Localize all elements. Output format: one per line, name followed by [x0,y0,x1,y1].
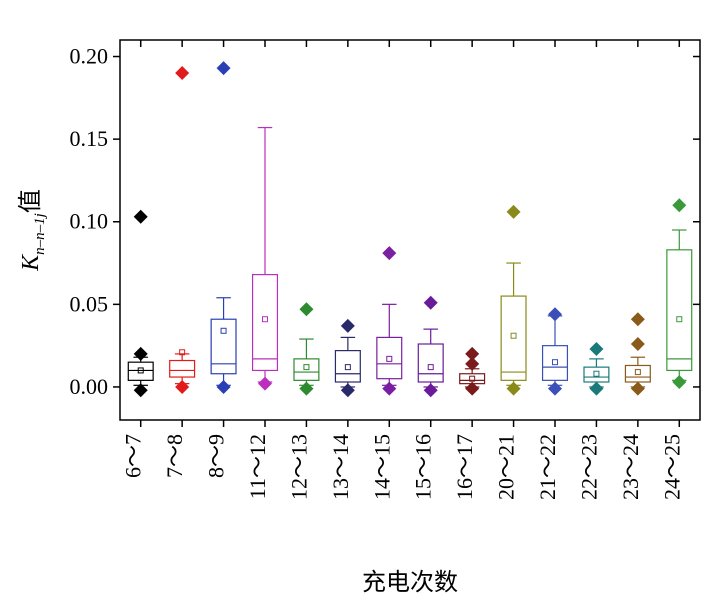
xtick-label: 23～24 [618,434,643,500]
boxplot-chart: 0.00 0.05 0.10 0.15 0.20 6～7 7～8 8～9 11～12 12～13 1… [0,0,719,610]
xtick-label: 14～15 [369,434,394,500]
xtick-label: 7～8 [162,434,187,478]
xtick-label: 16～17 [452,434,477,500]
ytick-label: 0.10 [70,209,109,234]
ytick-label: 0.05 [70,291,109,316]
xtick-label: 20～21 [494,434,519,500]
xtick-label: 6～7 [121,434,146,478]
xtick-label: 8～9 [204,434,229,478]
chart-container: 0.00 0.05 0.10 0.15 0.20 6～7 7～8 8～9 11～12 12～13 1… [0,0,719,610]
xtick-label: 11～12 [245,434,270,499]
xtick-label: 24～25 [659,434,684,500]
xtick-label: 15～16 [411,434,436,500]
ytick-label: 0.20 [70,44,109,69]
xtick-label: 21～22 [535,434,560,500]
ytick-label: 0.00 [70,374,109,399]
xtick-label: 12～13 [286,434,311,500]
xtick-label: 22～23 [576,434,601,500]
xtick-label: 13～14 [328,434,353,500]
ytick-label: 0.15 [70,126,109,151]
xlabel: 充电次数 [362,569,458,596]
